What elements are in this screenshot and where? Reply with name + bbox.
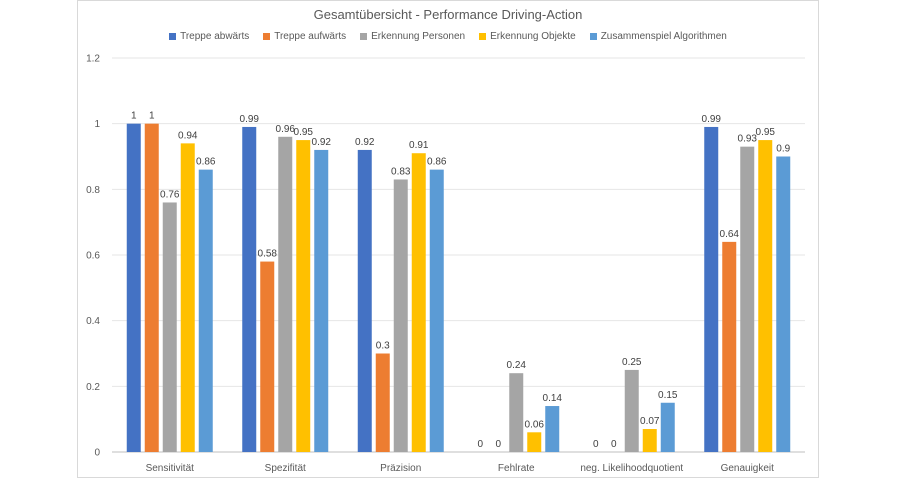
data-label: 0.64 xyxy=(720,229,740,240)
bar-treppe-abw-rts-pr-zision xyxy=(357,149,372,452)
data-label: 0.06 xyxy=(525,419,545,430)
bar-zusammenspiel-algorithmen-genauigkeit xyxy=(776,156,791,452)
y-tick-label: 0.2 xyxy=(86,382,100,393)
bar-erkennung-personen-neg-likelihoodquotient xyxy=(624,369,639,452)
data-label: 0.14 xyxy=(543,393,563,404)
data-label: 0 xyxy=(477,439,483,450)
legend-item-zusammenspiel-algorithmen: Zusammenspiel Algorithmen xyxy=(589,31,727,42)
bar-treppe-aufw-rts-pr-zision xyxy=(375,353,390,452)
y-tick-label: 1 xyxy=(94,119,100,130)
data-label: 1 xyxy=(149,111,155,122)
data-label: 0.92 xyxy=(355,137,375,148)
bar-zusammenspiel-algorithmen-spezifit-t xyxy=(314,149,329,452)
data-label: 0.93 xyxy=(738,134,758,145)
bar-treppe-abw-rts-sensitivit-t xyxy=(126,123,141,453)
bar-zusammenspiel-algorithmen-pr-zision xyxy=(429,169,444,452)
x-tick-label: Genauigkeit xyxy=(721,463,775,474)
x-tick-label: Spezifität xyxy=(265,463,306,474)
y-tick-label: 0.4 xyxy=(86,316,100,327)
bar-erkennung-objekte-neg-likelihoodquotient xyxy=(642,429,657,452)
data-label: 0.92 xyxy=(312,137,332,148)
legend-item-erkennung-personen: Erkennung Personen xyxy=(360,31,465,42)
data-label: 1 xyxy=(131,111,137,122)
data-label: 0 xyxy=(495,439,501,450)
bar-treppe-aufw-rts-sensitivit-t xyxy=(144,123,159,453)
data-label: 0.95 xyxy=(294,127,314,138)
data-label: 0.76 xyxy=(160,189,180,200)
data-label: 0.15 xyxy=(658,390,678,401)
data-label: 0.86 xyxy=(196,157,216,168)
x-tick-label: Fehlrate xyxy=(498,463,535,474)
data-label: 0.86 xyxy=(427,157,447,168)
legend-label: Erkennung Personen xyxy=(371,31,466,42)
bar-zusammenspiel-algorithmen-fehlrate xyxy=(545,406,560,452)
legend-item-treppe-abw-rts: Treppe abwärts xyxy=(169,31,249,42)
data-label: 0.9 xyxy=(776,144,790,155)
y-tick-label: 0 xyxy=(94,448,100,459)
chart-title: Gesamtübersicht - Performance Driving-Ac… xyxy=(313,7,583,22)
data-label: 0.24 xyxy=(507,360,527,371)
data-label: 0.99 xyxy=(240,114,260,125)
bar-erkennung-personen-genauigkeit xyxy=(740,146,755,452)
data-label: 0.94 xyxy=(178,130,198,141)
bar-erkennung-personen-fehlrate xyxy=(509,373,524,452)
data-label: 0.07 xyxy=(640,416,660,427)
chart-legend: Treppe abwärts Treppe aufwärts Erkennung P… xyxy=(77,31,819,42)
legend-label: Erkennung Objekte xyxy=(490,31,576,42)
bar-treppe-aufw-rts-genauigkeit xyxy=(722,241,737,452)
bar-erkennung-personen-spezifit-t xyxy=(278,136,293,453)
y-tick-label: 1.2 xyxy=(86,54,100,65)
legend-swatch xyxy=(589,33,597,40)
data-label: 0.58 xyxy=(258,249,278,260)
bar-erkennung-objekte-pr-zision xyxy=(411,153,426,452)
legend-swatch xyxy=(263,33,271,40)
bar-erkennung-objekte-spezifit-t xyxy=(296,140,311,453)
bar-treppe-abw-rts-spezifit-t xyxy=(242,126,257,452)
legend-item-treppe-aufw-rts: Treppe aufwärts xyxy=(263,31,346,42)
legend-label: Treppe aufwärts xyxy=(274,31,347,42)
y-tick-label: 0.8 xyxy=(86,185,100,196)
y-tick-label: 0.6 xyxy=(86,251,100,262)
bar-erkennung-objekte-fehlrate xyxy=(527,432,542,452)
data-label: 0.83 xyxy=(391,166,411,177)
bar-erkennung-personen-sensitivit-t xyxy=(162,202,177,452)
bar-zusammenspiel-algorithmen-sensitivit-t xyxy=(198,169,213,452)
data-label: 0.25 xyxy=(622,357,642,368)
bar-erkennung-objekte-genauigkeit xyxy=(758,140,773,453)
legend-label: Zusammenspiel Algorithmen xyxy=(600,31,727,42)
legend-swatch xyxy=(479,33,487,40)
data-label: 0 xyxy=(611,439,617,450)
x-tick-label: Präzision xyxy=(380,463,421,474)
legend-swatch xyxy=(360,33,368,40)
bar-zusammenspiel-algorithmen-neg-likelihoodquotient xyxy=(660,402,675,452)
bar-erkennung-personen-pr-zision xyxy=(393,179,408,452)
data-label: 0.95 xyxy=(756,127,776,138)
data-label: 0.99 xyxy=(702,114,722,125)
x-tick-label: neg. Likelihoodquotient xyxy=(580,463,683,474)
legend-swatch xyxy=(169,33,177,40)
legend-item-erkennung-objekte: Erkennung Objekte xyxy=(479,31,576,42)
bar-treppe-abw-rts-genauigkeit xyxy=(704,126,719,452)
bar-treppe-aufw-rts-spezifit-t xyxy=(260,261,275,452)
bar-erkennung-objekte-sensitivit-t xyxy=(180,143,195,452)
legend-label: Treppe abwärts xyxy=(180,31,250,42)
data-label: 0.91 xyxy=(409,140,429,151)
data-label: 0.96 xyxy=(276,124,296,135)
data-label: 0 xyxy=(593,439,599,450)
x-tick-label: Sensitivität xyxy=(146,463,195,474)
data-label: 0.3 xyxy=(376,341,390,352)
